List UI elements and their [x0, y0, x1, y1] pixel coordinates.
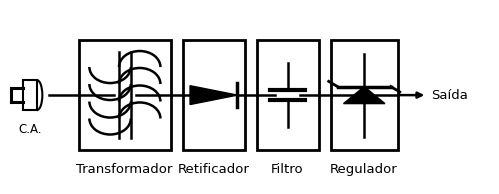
Text: Filtro: Filtro: [271, 163, 304, 176]
Bar: [23, 80, 37, 110]
Text: Retificador: Retificador: [178, 163, 250, 176]
Bar: [331, 41, 398, 150]
Text: C.A.: C.A.: [18, 123, 42, 136]
Bar: [79, 41, 171, 150]
Text: Saída: Saída: [431, 89, 468, 102]
Bar: [257, 41, 318, 150]
Text: Transformador: Transformador: [76, 163, 173, 176]
Polygon shape: [190, 86, 238, 105]
Polygon shape: [343, 87, 385, 104]
Bar: [183, 41, 245, 150]
Text: Regulador: Regulador: [330, 163, 398, 176]
